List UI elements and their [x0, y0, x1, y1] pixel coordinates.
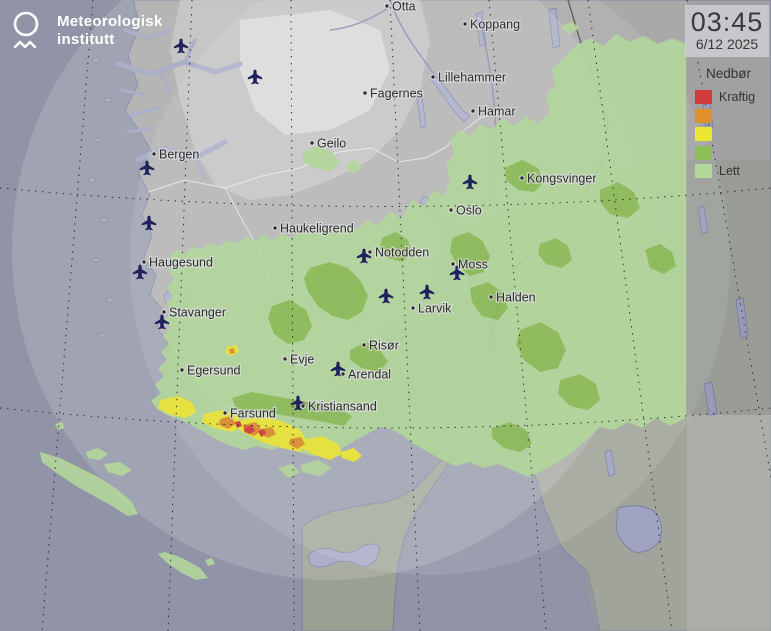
- city-dot-otta: [384, 3, 390, 9]
- city-dot-hamar: [470, 108, 476, 114]
- airplane-icon: [290, 395, 306, 411]
- city-label-kongsvinger: Kongsvinger: [527, 172, 597, 186]
- city-dot-haugesund: [141, 259, 147, 265]
- city-label-halden: Halden: [496, 291, 536, 305]
- city-label-moss: Moss: [458, 258, 488, 272]
- legend-item-2: [693, 125, 769, 144]
- legend-item-label: Lett: [719, 164, 740, 179]
- legend-item-3: [693, 144, 769, 163]
- city-dot-haukeligrend: [272, 225, 278, 231]
- precipitation-layer: [40, 22, 686, 580]
- legend-item-0: Kraftig: [693, 88, 769, 107]
- legend-swatch-icon: [695, 90, 712, 105]
- logo-text-line1: Meteorologisk: [57, 13, 163, 30]
- city-dot-larvik: [410, 305, 416, 311]
- date-value: 6/12 2025: [695, 36, 759, 52]
- city-label-bergen: Bergen: [159, 148, 199, 162]
- legend-item-label: Kraftig: [719, 90, 756, 105]
- city-dot-farsund: [222, 410, 228, 416]
- timestamp-box: 03:45 6/12 2025: [685, 5, 769, 57]
- city-dot-bergen: [151, 151, 157, 157]
- city-label-lillehammer: Lillehammer: [438, 71, 506, 85]
- airplane-icon: [247, 69, 263, 85]
- met-institute-logo: Meteorologisk institutt: [12, 10, 163, 54]
- city-label-larvik: Larvik: [418, 302, 452, 316]
- airplane-icon: [139, 160, 155, 176]
- legend-swatch-icon: [695, 145, 712, 160]
- city-label-egersund: Egersund: [187, 364, 241, 378]
- city-label-stavanger: Stavanger: [169, 306, 226, 320]
- airplane-icon: [419, 284, 435, 300]
- city-label-haugesund: Haugesund: [149, 256, 213, 270]
- airplane-icon: [132, 264, 148, 280]
- city-dot-geilo: [309, 140, 315, 146]
- city-dot-moss: [450, 261, 456, 267]
- legend-title: Nedbør: [706, 66, 752, 81]
- city-dot-kristiansand: [300, 403, 306, 409]
- airport-layer: [132, 38, 478, 411]
- legend-item-1: [693, 107, 769, 126]
- city-label-geilo: Geilo: [317, 137, 346, 151]
- city-label-hamar: Hamar: [478, 105, 516, 119]
- city-dot-risr: [361, 342, 367, 348]
- city-label-oslo: Oslo: [456, 204, 482, 218]
- airplane-icon: [154, 314, 170, 330]
- city-dot-stavanger: [161, 309, 167, 315]
- time-value: 03:45: [690, 7, 764, 37]
- city-dot-fagernes: [362, 90, 368, 96]
- city-dot-oslo: [448, 207, 454, 213]
- met-logo-mark: [13, 11, 39, 49]
- city-dot-koppang: [462, 21, 468, 27]
- city-label-koppang: Koppang: [470, 18, 520, 32]
- airplane-icon: [356, 248, 372, 264]
- city-label-risr: Risør: [369, 339, 399, 353]
- airplane-icon: [330, 361, 346, 377]
- city-dot-notodden: [367, 249, 373, 255]
- city-dot-halden: [488, 294, 494, 300]
- legend-swatch-icon: [695, 164, 712, 179]
- airplane-icon: [449, 265, 465, 281]
- airplane-icon: [462, 174, 478, 190]
- city-label-farsund: Farsund: [230, 407, 276, 421]
- city-label-fagernes: Fagernes: [370, 87, 423, 101]
- city-label-kristiansand: Kristiansand: [308, 400, 377, 414]
- airplane-icon: [173, 38, 189, 54]
- city-label-arendal: Arendal: [348, 368, 391, 382]
- legend-swatch-icon: [695, 127, 712, 142]
- city-label-otta: Otta: [392, 0, 416, 14]
- logo-text-line2: institutt: [57, 31, 115, 48]
- city-dot-evje: [282, 356, 288, 362]
- city-label-haukeligrend: Haukeligrend: [280, 222, 354, 236]
- city-dot-arendal: [340, 371, 346, 377]
- city-layer: Otta Koppang Lillehammer Fagernes Hamar Geilo…: [141, 0, 598, 422]
- airplane-icon: [378, 288, 394, 304]
- denmark: [301, 453, 451, 631]
- legend-swatch-icon: [695, 108, 712, 123]
- city-dot-kongsvinger: [519, 175, 525, 181]
- city-dot-lillehammer: [430, 74, 436, 80]
- legend-items: Kraftig Lett: [693, 88, 769, 181]
- city-label-evje: Evje: [290, 353, 314, 367]
- city-label-notodden: Notodden: [375, 246, 429, 260]
- precipitation-legend: Nedbør Kraftig Lett: [693, 66, 769, 181]
- city-dot-egersund: [179, 367, 185, 373]
- legend-item-4: Lett: [693, 162, 769, 181]
- airplane-icon: [141, 215, 157, 231]
